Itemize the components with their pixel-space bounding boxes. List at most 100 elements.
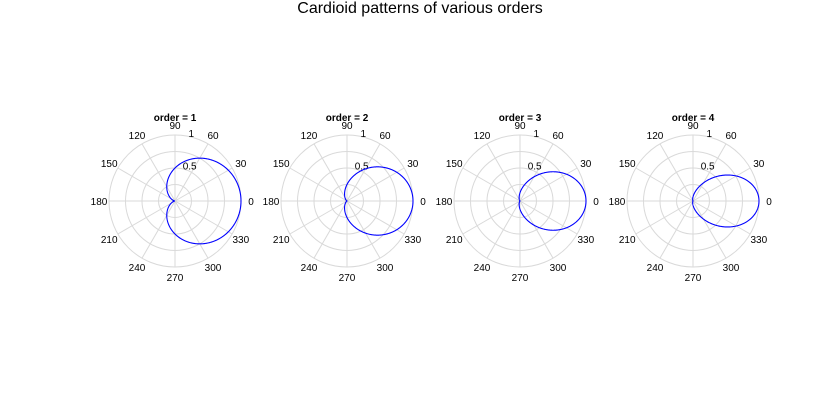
theta-tick-label: 150 — [273, 159, 290, 170]
polar-grid-spoke — [174, 143, 209, 202]
cardioid-curve-order-1 — [166, 157, 242, 245]
theta-tick-label: 330 — [404, 235, 421, 246]
subplot-title: order = 1 — [154, 113, 197, 124]
theta-tick-label: 30 — [407, 159, 419, 170]
polar-grid-spoke — [462, 200, 521, 235]
theta-tick-label: 90 — [341, 121, 353, 132]
theta-tick-label: 210 — [101, 235, 118, 246]
polar-grid-spoke — [519, 200, 578, 235]
theta-tick-label: 120 — [301, 131, 318, 142]
theta-tick-label: 330 — [750, 235, 767, 246]
polar-plot-4: 0 30 60 90 120 150 180 210 240 270 300 330 0.5 1 order… — [609, 113, 773, 284]
theta-tick-label: 150 — [446, 159, 463, 170]
polar-grid-spoke — [692, 200, 751, 235]
theta-tick-label: 270 — [685, 273, 702, 284]
polar-grid-spoke — [659, 200, 694, 259]
polar-grid-spoke — [635, 200, 694, 235]
theta-tick-label: 0 — [766, 197, 772, 208]
polar-grid-spoke — [692, 143, 727, 202]
r-tick-label: 1 — [533, 129, 539, 140]
theta-tick-label: 210 — [446, 235, 463, 246]
polar-grid-spoke — [313, 200, 348, 259]
subplot-title: order = 4 — [672, 113, 715, 124]
polar-grid-spoke — [519, 143, 554, 202]
theta-tick-label: 90 — [514, 121, 526, 132]
polar-grid-spoke — [174, 200, 209, 259]
theta-tick-label: 0 — [593, 197, 599, 208]
theta-tick-label: 300 — [550, 263, 567, 274]
theta-tick-label: 150 — [619, 159, 636, 170]
theta-tick-label: 60 — [207, 131, 219, 142]
theta-tick-label: 120 — [647, 131, 664, 142]
theta-tick-label: 0 — [420, 197, 426, 208]
theta-tick-label: 210 — [273, 235, 290, 246]
polar-grid-spoke — [141, 200, 176, 259]
theta-tick-label: 60 — [552, 131, 564, 142]
theta-tick-label: 30 — [235, 159, 247, 170]
theta-tick-label: 330 — [232, 235, 249, 246]
theta-tick-label: 240 — [129, 263, 146, 274]
polar-plot-3: 0 30 60 90 120 150 180 210 240 270 300 330 0.5 1 order… — [436, 113, 600, 284]
polar-grid-spoke — [519, 167, 578, 202]
theta-tick-label: 180 — [263, 197, 280, 208]
r-tick-label: 0.5 — [528, 162, 542, 173]
polar-grid-spoke — [692, 200, 727, 259]
theta-tick-label: 90 — [687, 121, 699, 132]
r-tick-label: 1 — [360, 129, 366, 140]
polar-grid-spoke — [486, 200, 521, 259]
r-tick-label: 0.5 — [701, 162, 715, 173]
polar-plot-2: 0 30 60 90 120 150 180 210 240 270 300 330 0.5 1 order… — [263, 113, 427, 284]
theta-tick-label: 240 — [301, 263, 318, 274]
polar-grid-spoke — [519, 200, 554, 259]
polar-grid-spoke — [346, 200, 405, 235]
theta-tick-label: 60 — [379, 131, 391, 142]
theta-tick-label: 330 — [577, 235, 594, 246]
polar-grid-spoke — [141, 143, 176, 202]
polar-grid-spoke — [346, 167, 405, 202]
theta-tick-label: 120 — [474, 131, 491, 142]
polar-grid-spoke — [462, 167, 521, 202]
r-tick-label: 1 — [706, 129, 712, 140]
theta-tick-label: 30 — [580, 159, 592, 170]
theta-tick-label: 270 — [339, 273, 356, 284]
polar-grid-spoke — [486, 143, 521, 202]
r-tick-label: 0.5 — [183, 162, 197, 173]
theta-tick-label: 270 — [167, 273, 184, 284]
polar-grid-spoke — [289, 200, 348, 235]
theta-tick-label: 0 — [248, 197, 254, 208]
cardioid-curve-order-4 — [692, 174, 760, 228]
theta-tick-label: 240 — [647, 263, 664, 274]
theta-tick-label: 90 — [169, 121, 181, 132]
polar-grid-spoke — [659, 143, 694, 202]
cardioid-curve-order-3 — [518, 171, 587, 231]
theta-tick-label: 120 — [129, 131, 146, 142]
theta-tick-label: 60 — [725, 131, 737, 142]
polar-grid-spoke — [117, 167, 176, 202]
theta-tick-label: 240 — [474, 263, 491, 274]
figure-title: Cardioid patterns of various orders — [297, 0, 543, 17]
r-tick-label: 1 — [188, 129, 194, 140]
theta-tick-label: 180 — [91, 197, 108, 208]
cardioid-curve-order-2 — [344, 166, 414, 236]
polar-grid-spoke — [174, 200, 233, 235]
polar-grid-spoke — [346, 200, 381, 259]
polar-grid-spoke — [635, 167, 694, 202]
theta-tick-label: 300 — [723, 263, 740, 274]
subplot-title: order = 2 — [326, 113, 369, 124]
r-tick-label: 0.5 — [355, 162, 369, 173]
polar-grid-spoke — [289, 167, 348, 202]
polar-plot-1: 0 30 60 90 120 150 180 210 240 270 300 330 0.5 1 order… — [91, 113, 255, 284]
theta-tick-label: 180 — [609, 197, 626, 208]
polar-grid-spoke — [174, 167, 233, 202]
theta-tick-label: 150 — [101, 159, 118, 170]
theta-tick-label: 180 — [436, 197, 453, 208]
subplot-title: order = 3 — [499, 113, 542, 124]
theta-tick-label: 270 — [512, 273, 529, 284]
theta-tick-label: 210 — [619, 235, 636, 246]
polar-grid-spoke — [313, 143, 348, 202]
theta-tick-label: 300 — [205, 263, 222, 274]
theta-tick-label: 30 — [753, 159, 765, 170]
theta-tick-label: 300 — [377, 263, 394, 274]
polar-grid-spoke — [117, 200, 176, 235]
